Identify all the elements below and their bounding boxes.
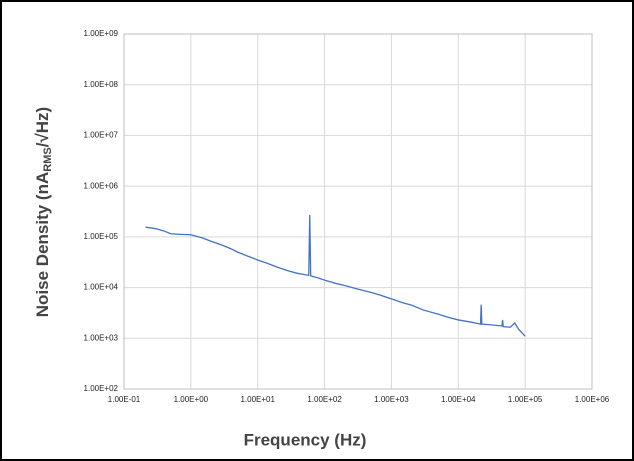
y-tick-label: 1.00E+05 [84,232,119,241]
y-axis-label-part: /√Hz) [33,107,52,148]
x-tick-label: 1.00E-01 [108,395,141,404]
y-tick-label: 1.00E+07 [84,131,119,140]
x-tick-label: 1.00E+02 [307,395,342,404]
plot-frame [123,33,593,390]
x-tick-label: 1.00E+01 [240,395,275,404]
x-tick-label: 1.00E+06 [575,395,610,404]
y-tick-label: 1.00E+08 [84,80,119,89]
y-axis-label: Noise Density (nARMS/√Hz) [33,107,53,317]
x-axis-label: Frequency (Hz) [244,430,367,449]
y-tick-label: 1.00E+09 [84,29,119,38]
y-tick-label: 1.00E+02 [84,384,119,393]
y-axis-label-subscript: RMS [42,147,54,171]
x-tick-label: 1.00E+04 [441,395,476,404]
data-line [145,214,526,337]
y-tick-label: 1.00E+04 [84,283,119,292]
x-tick-label: 1.00E+05 [508,395,543,404]
x-tick-label: 1.00E+00 [174,395,209,404]
y-tick-label: 1.00E+06 [84,181,119,190]
y-axis-label-part: Noise Density (nA [33,172,52,317]
x-tick-label: 1.00E+03 [374,395,409,404]
y-tick-label: 1.00E+03 [84,333,119,342]
